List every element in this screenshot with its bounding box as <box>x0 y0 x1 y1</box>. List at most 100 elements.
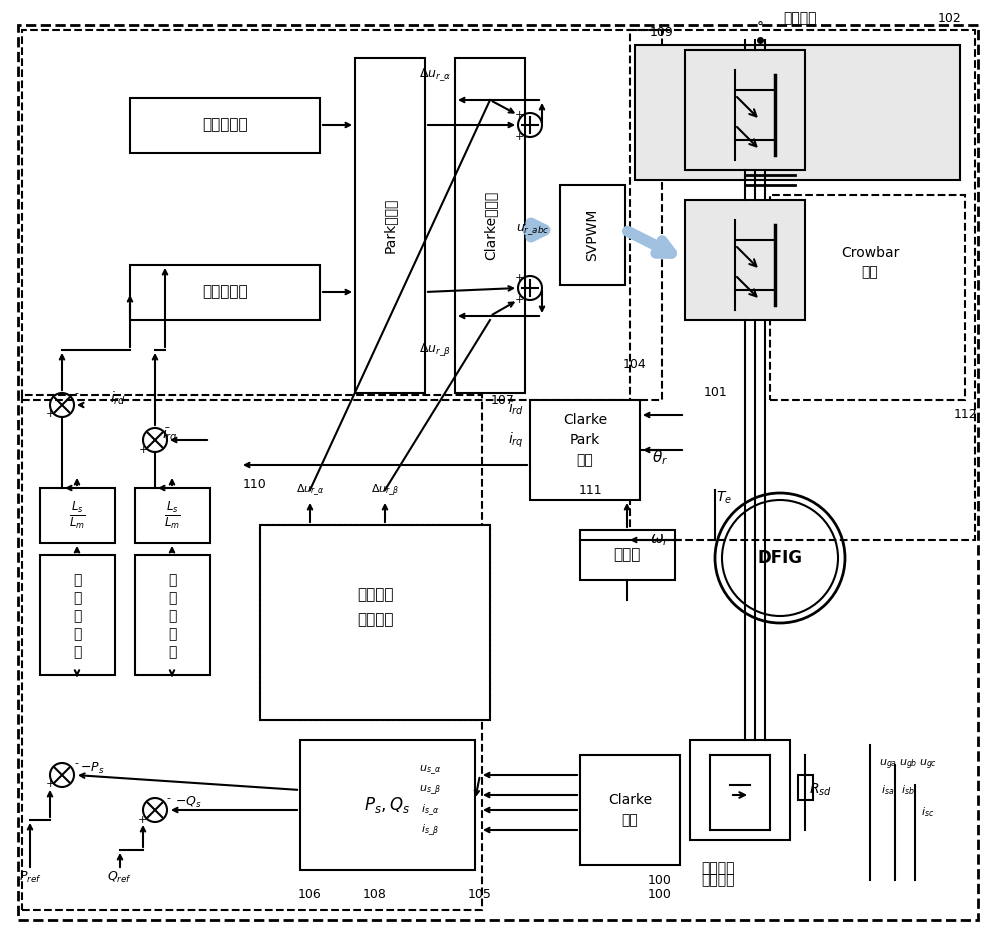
Bar <box>685 50 805 170</box>
Text: 105: 105 <box>468 888 492 901</box>
Text: $i_{sc}$: $i_{sc}$ <box>921 805 935 819</box>
Text: $i_{rq}$: $i_{rq}$ <box>162 425 178 445</box>
Text: $u_{gc}$: $u_{gc}$ <box>919 758 937 772</box>
Text: DFIG: DFIG <box>758 549 802 567</box>
Bar <box>798 775 813 800</box>
Text: Clarke逆变换: Clarke逆变换 <box>483 190 497 259</box>
Text: +: + <box>514 273 524 283</box>
Text: 制: 制 <box>168 627 176 641</box>
Text: $i_{rd}$: $i_{rd}$ <box>110 389 126 407</box>
Text: $R_{sd}$: $R_{sd}$ <box>809 782 831 798</box>
Text: $\Delta u_{r\_\beta}$: $\Delta u_{r\_\beta}$ <box>419 342 451 358</box>
Bar <box>260 525 490 720</box>
Text: $P_s, Q_s$: $P_s, Q_s$ <box>364 795 410 815</box>
Text: -: - <box>166 793 170 803</box>
Text: -: - <box>74 758 78 768</box>
Text: $i_{rq}$: $i_{rq}$ <box>508 431 524 449</box>
Text: 功: 功 <box>73 573 81 587</box>
Text: $i_{rd}$: $i_{rd}$ <box>508 400 524 417</box>
Text: Park: Park <box>570 433 600 447</box>
Text: 102: 102 <box>938 11 962 24</box>
Text: $i_{sb}$: $i_{sb}$ <box>901 783 915 797</box>
Text: +: + <box>514 295 524 305</box>
Text: 转子前馈: 转子前馈 <box>357 588 393 603</box>
Bar <box>260 525 490 720</box>
Text: $i_{s\_\beta}$: $i_{s\_\beta}$ <box>421 822 439 838</box>
Text: +: + <box>514 110 524 120</box>
Text: °: ° <box>757 21 764 35</box>
Text: $u_{gb}$: $u_{gb}$ <box>899 758 917 772</box>
Text: Clarke: Clarke <box>563 413 607 427</box>
Bar <box>530 400 640 500</box>
Text: 电流控制器: 电流控制器 <box>202 285 248 300</box>
Text: $\frac{L_s}{L_m}$: $\frac{L_s}{L_m}$ <box>69 499 85 531</box>
Bar <box>40 555 115 675</box>
Text: 率: 率 <box>168 591 176 605</box>
Text: 电路: 电路 <box>862 265 878 279</box>
Text: 率: 率 <box>73 591 81 605</box>
Text: $\Delta u_{r\_\alpha}$: $\Delta u_{r\_\alpha}$ <box>296 482 324 498</box>
Text: $\Delta u_{r\_\beta}$: $\Delta u_{r\_\beta}$ <box>371 482 399 498</box>
Text: $-P_s$: $-P_s$ <box>80 760 104 776</box>
Bar <box>770 195 965 400</box>
Text: 111: 111 <box>578 484 602 496</box>
Text: 104: 104 <box>623 358 647 372</box>
Bar <box>355 58 425 393</box>
Bar <box>135 555 210 675</box>
Text: $P_{ref}$: $P_{ref}$ <box>19 870 41 885</box>
Bar <box>300 740 475 870</box>
Text: 106: 106 <box>298 888 322 901</box>
Text: 变换: 变换 <box>622 813 638 827</box>
Text: 器: 器 <box>168 645 176 659</box>
Text: 三相电网: 三相电网 <box>783 11 817 25</box>
Text: 100: 100 <box>648 873 672 886</box>
Text: Crowbar: Crowbar <box>841 246 899 260</box>
Text: +: + <box>137 815 147 825</box>
Text: $i_{s\_\alpha}$: $i_{s\_\alpha}$ <box>421 802 439 818</box>
Text: +: + <box>138 445 148 455</box>
Text: $u_{s\_\alpha}$: $u_{s\_\alpha}$ <box>419 763 441 777</box>
Bar <box>40 488 115 543</box>
Text: 功: 功 <box>168 573 176 587</box>
Bar <box>22 30 662 400</box>
Text: 控: 控 <box>73 609 81 623</box>
Bar <box>580 530 675 580</box>
Text: +: + <box>45 409 55 419</box>
Text: $\theta_r$: $\theta_r$ <box>652 448 668 467</box>
Text: 100: 100 <box>648 888 672 901</box>
Bar <box>22 395 482 910</box>
Text: 112: 112 <box>953 408 977 421</box>
Text: +: + <box>45 779 55 789</box>
Text: $i_{sa}$: $i_{sa}$ <box>881 783 895 797</box>
Text: $\omega_r$: $\omega_r$ <box>650 533 670 548</box>
Text: 制: 制 <box>73 627 81 641</box>
Text: +: + <box>514 132 524 142</box>
Text: 三相电网: 三相电网 <box>701 861 735 875</box>
Text: $u_{ga}$: $u_{ga}$ <box>879 758 897 772</box>
Bar <box>455 58 525 393</box>
Text: $-Q_s$: $-Q_s$ <box>175 795 201 810</box>
Bar <box>560 185 625 285</box>
Bar <box>630 30 975 540</box>
Bar <box>690 740 790 840</box>
Bar <box>685 200 805 320</box>
Text: -: - <box>74 388 78 398</box>
Text: 108: 108 <box>363 888 387 901</box>
Text: 电流控制器: 电流控制器 <box>202 118 248 133</box>
Text: $u_{r\_abc}$: $u_{r\_abc}$ <box>516 223 550 238</box>
Text: SVPWM: SVPWM <box>585 209 599 261</box>
Bar <box>580 755 680 865</box>
Text: 109: 109 <box>650 26 674 39</box>
Text: Clarke: Clarke <box>608 793 652 807</box>
Text: $u_{s\_\beta}$: $u_{s\_\beta}$ <box>419 783 441 797</box>
Text: 107: 107 <box>491 393 515 406</box>
Text: 锁相环: 锁相环 <box>613 548 641 563</box>
Text: 器: 器 <box>73 645 81 659</box>
Text: $T_e$: $T_e$ <box>716 490 732 506</box>
Text: 110: 110 <box>243 478 267 491</box>
Text: 控: 控 <box>168 609 176 623</box>
Text: $\frac{L_s}{L_m}$: $\frac{L_s}{L_m}$ <box>164 499 180 531</box>
Text: 变换: 变换 <box>577 453 593 467</box>
Bar <box>130 265 320 320</box>
Text: Park逆变换: Park逆变换 <box>383 197 397 253</box>
